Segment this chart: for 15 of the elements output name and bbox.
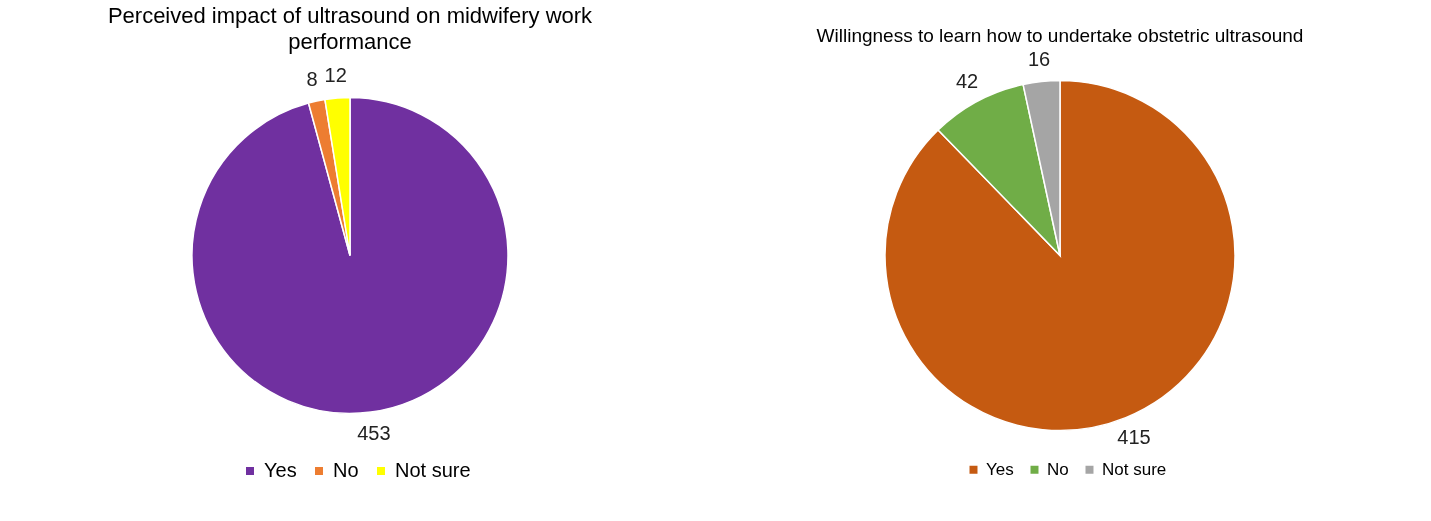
legend-label: Not sure: [395, 459, 471, 481]
data-label: 415: [1117, 426, 1151, 449]
legend-label: Yes: [264, 459, 297, 481]
data-label: 12: [324, 64, 347, 87]
legend-label: Not sure: [1102, 459, 1167, 479]
data-label: 16: [1027, 47, 1051, 70]
legend-label: No: [333, 459, 359, 481]
chart-title: Perceived impact of ultrasound on midwifery work performance: [107, 3, 594, 54]
data-label: 8: [306, 67, 318, 90]
chart-title: Willingness to learn how to undertake obstetric ultrasound: [816, 24, 1304, 46]
legend-label: Yes: [986, 459, 1014, 479]
pie-slice: [191, 96, 509, 414]
data-label: 453: [357, 421, 391, 444]
data-label: 42: [955, 69, 979, 92]
legend-label: No: [1047, 459, 1069, 479]
